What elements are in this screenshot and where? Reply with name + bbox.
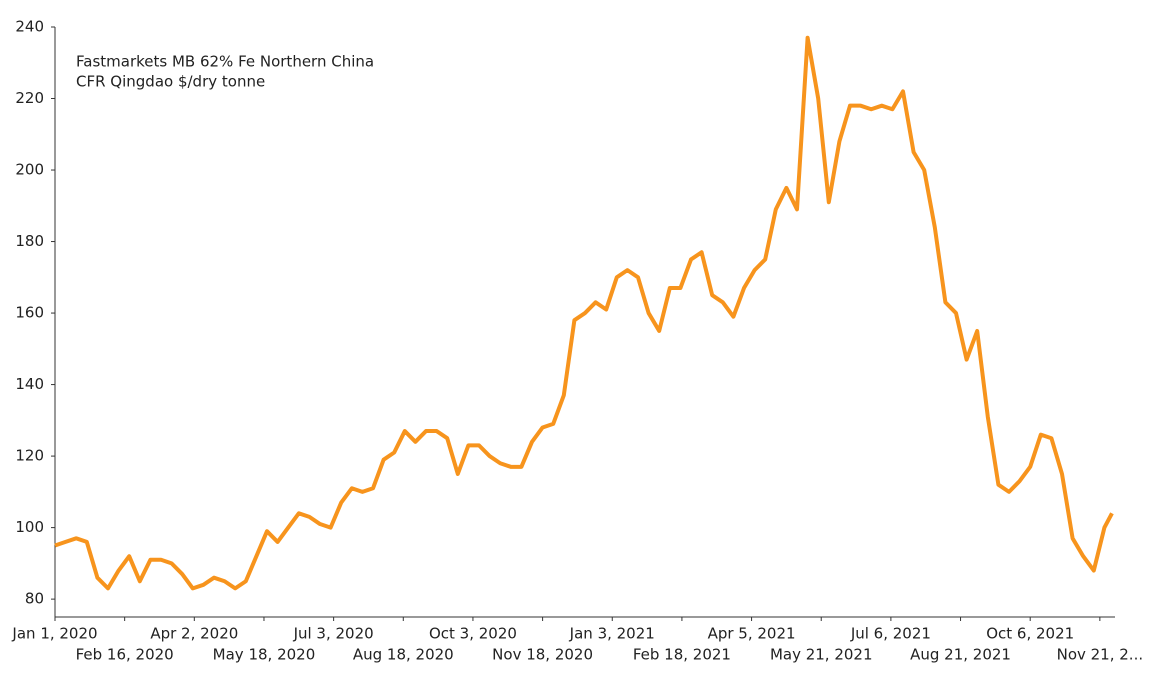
x-tick-label: Jul 3, 2020	[293, 625, 374, 643]
x-tick-label: Oct 3, 2020	[429, 625, 517, 643]
y-tick-label: 220	[15, 89, 44, 107]
x-tick-label: May 18, 2020	[213, 646, 316, 664]
x-tick-label: Jul 6, 2021	[850, 625, 931, 643]
x-tick-label: Aug 21, 2021	[910, 646, 1011, 664]
y-tick-label: 200	[15, 161, 44, 179]
x-tick-label: Nov 18, 2020	[492, 646, 593, 664]
x-tick-label: May 21, 2021	[770, 646, 873, 664]
x-tick-label: Feb 18, 2021	[633, 646, 731, 664]
y-tick-label: 160	[15, 304, 44, 322]
y-tick-label: 120	[15, 447, 44, 465]
y-tick-label: 180	[15, 232, 44, 250]
y-tick-label: 140	[15, 375, 44, 393]
x-tick-label: Oct 6, 2021	[986, 625, 1074, 643]
x-tick-label: Jan 1, 2020	[11, 625, 97, 643]
y-tick-label: 80	[25, 590, 44, 608]
x-tick-label: Feb 16, 2020	[76, 646, 174, 664]
x-tick-label: Apr 2, 2020	[150, 625, 238, 643]
x-tick-label: Jan 3, 2021	[569, 625, 655, 643]
price-line	[54, 35, 1114, 591]
chart-title-line: Fastmarkets MB 62% Fe Northern China	[76, 53, 374, 71]
y-tick-label: 240	[15, 18, 44, 36]
x-tick-label: Aug 18, 2020	[353, 646, 454, 664]
x-tick-label: Apr 5, 2021	[708, 625, 796, 643]
x-tick-label: Nov 21, 2...	[1057, 646, 1144, 664]
chart-title-line: CFR Qingdao $/dry tonne	[76, 73, 265, 91]
y-tick-label: 100	[15, 518, 44, 536]
